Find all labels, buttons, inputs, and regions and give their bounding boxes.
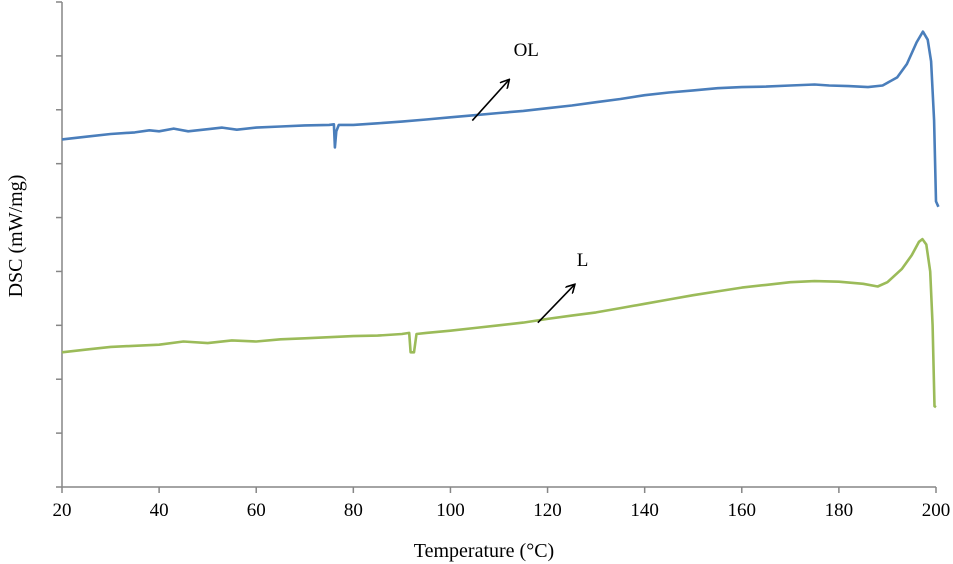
x-tick-label: 180	[825, 500, 854, 521]
x-tick-label: 80	[344, 500, 363, 521]
x-tick-label: 60	[247, 500, 266, 521]
y-axis-title: DSC (mW/mg)	[5, 175, 27, 298]
x-axis-title: Temperature (°C)	[414, 540, 554, 562]
x-tick-label: 140	[630, 500, 659, 521]
series-line-l	[61, 237, 937, 409]
series-label-ol: OL	[514, 40, 539, 61]
x-tick-label: 20	[53, 500, 72, 521]
x-tick-label: 200	[922, 500, 951, 521]
annotation-arrow	[537, 285, 574, 324]
x-tick-label: 40	[150, 500, 169, 521]
series-label-l: L	[577, 250, 589, 271]
x-tick-label: 100	[436, 500, 465, 521]
x-tick-label: 160	[728, 500, 757, 521]
annotation-arrow	[471, 80, 508, 122]
series-line-ol	[61, 30, 940, 208]
x-tick-label: 120	[533, 500, 562, 521]
annotation-layer: OL L	[471, 40, 589, 324]
series-layer	[61, 30, 940, 409]
axes: 20 40 60 80 100 120 140 160 180 200	[53, 1, 951, 521]
